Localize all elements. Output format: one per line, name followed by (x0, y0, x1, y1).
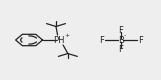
Text: PH: PH (53, 36, 65, 44)
Text: -: - (123, 33, 125, 38)
Text: F: F (118, 45, 123, 54)
Text: +: + (64, 33, 69, 38)
Text: F: F (99, 36, 104, 44)
Text: B: B (118, 36, 124, 44)
Text: F: F (138, 36, 143, 44)
Text: F: F (118, 26, 123, 35)
